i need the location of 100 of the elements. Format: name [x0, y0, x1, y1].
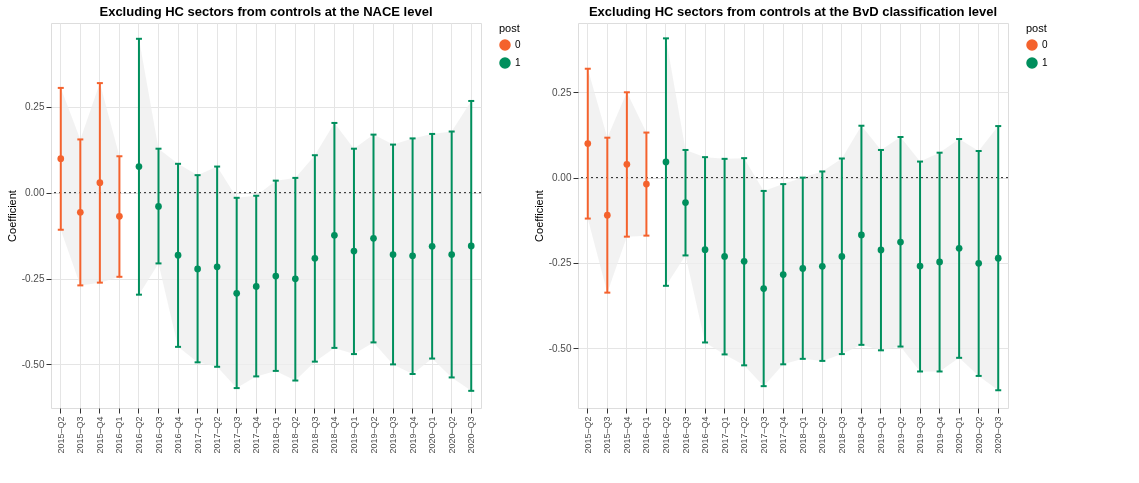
point	[701, 246, 709, 253]
point	[409, 252, 416, 260]
x-tick-label: 2020–Q1	[954, 416, 965, 454]
x-tick-label: 2018–Q3	[836, 416, 847, 454]
x-tick-label: 2019–Q2	[895, 416, 906, 454]
y-tick-label: 0.25	[552, 86, 572, 98]
x-tick-label: 2017–Q3	[231, 416, 242, 454]
y-tick-label: -0.50	[548, 342, 572, 354]
x-tick-label: 2020–Q3	[993, 416, 1004, 454]
point	[858, 231, 865, 239]
point	[760, 285, 768, 292]
point	[721, 253, 728, 260]
point	[311, 254, 319, 262]
x-tick-label: 2017–Q1	[192, 416, 203, 454]
x-tick-label: 2015–Q4	[621, 416, 632, 454]
x-tick-label: 2016–Q1	[114, 416, 125, 454]
x-tick-label: 2015–Q2	[55, 416, 66, 454]
point	[467, 242, 475, 250]
x-tick-label: 2018–Q4	[856, 416, 867, 454]
point	[994, 254, 1002, 262]
y-axis-title: Coefficient	[532, 190, 545, 242]
point	[603, 211, 611, 219]
x-tick-label: 2019–Q1	[875, 416, 886, 454]
x-tick-label: 2015–Q4	[94, 416, 105, 454]
x-tick-label: 2019–Q4	[934, 416, 945, 454]
point	[370, 234, 377, 242]
y-axis-title: Coefficient	[5, 190, 18, 242]
y-tick-label: -0.50	[21, 358, 45, 370]
x-tick-label: 2017–Q4	[251, 416, 262, 454]
x-tick-label: 2018–Q4	[329, 416, 340, 454]
legend-label: 0	[1042, 39, 1048, 50]
legend-label: 0	[515, 39, 521, 50]
point	[272, 272, 280, 280]
point	[135, 163, 143, 170]
point	[57, 155, 65, 163]
x-tick-label: 2016–Q2	[660, 416, 671, 454]
y-tick-label: 0.00	[552, 172, 572, 184]
point	[877, 246, 885, 254]
point	[213, 263, 221, 271]
x-tick-label: 2019–Q2	[368, 416, 379, 454]
x-tick-label: 2019–Q1	[348, 416, 359, 454]
x-tick-label: 2017–Q2	[739, 416, 750, 454]
x-tick-label: 2018–Q3	[309, 416, 320, 454]
point	[623, 160, 631, 168]
point	[916, 262, 924, 270]
x-tick-label: 2015–Q3	[75, 416, 86, 454]
y-tick-label: -0.25	[548, 257, 572, 269]
chart-title: Excluding HC sectors from controls at the BvD classification level	[588, 4, 998, 19]
x-tick-label: 2020–Q1	[427, 416, 438, 454]
x-tick-label: 2019–Q4	[407, 416, 418, 454]
x-tick-label: 2016–Q4	[700, 416, 711, 454]
point	[350, 247, 358, 255]
x-tick-label: 2016–Q3	[680, 416, 691, 454]
point	[799, 265, 807, 272]
point	[448, 251, 456, 258]
point	[682, 199, 689, 206]
x-tick-label: 2017–Q4	[778, 416, 789, 454]
point	[740, 257, 748, 265]
x-tick-label: 2017–Q2	[212, 416, 223, 454]
y-tick-label: -0.25	[21, 273, 45, 285]
point	[116, 213, 123, 220]
point	[428, 242, 436, 250]
point	[662, 158, 670, 166]
point	[955, 244, 963, 252]
chart-title: Excluding HC sectors from controls at the NACE level	[99, 4, 433, 19]
point	[331, 231, 338, 239]
x-tick-label: 2015–Q3	[602, 416, 613, 454]
point	[233, 289, 241, 297]
legend-title: post	[1026, 22, 1047, 34]
point	[936, 258, 943, 266]
x-tick-label: 2018–Q2	[817, 416, 828, 454]
point	[389, 251, 397, 258]
x-tick-label: 2016–Q1	[641, 416, 652, 454]
point	[897, 238, 904, 246]
x-tick-label: 2018–Q2	[290, 416, 301, 454]
point	[194, 265, 201, 273]
x-tick-label: 2017–Q1	[719, 416, 730, 454]
point	[643, 180, 650, 188]
x-tick-label: 2020–Q3	[466, 416, 477, 454]
x-tick-label: 2015–Q2	[582, 416, 593, 454]
y-tick-label: 0.00	[25, 187, 45, 199]
point	[584, 140, 592, 147]
x-tick-label: 2019–Q3	[915, 416, 926, 454]
x-tick-label: 2016–Q2	[133, 416, 144, 454]
point	[291, 275, 299, 283]
point	[975, 259, 983, 267]
x-tick-label: 2020–Q2	[446, 416, 457, 454]
x-tick-label: 2016–Q4	[173, 416, 184, 454]
legend-label: 1	[515, 57, 521, 68]
point	[155, 203, 162, 210]
x-tick-label: 2018–Q1	[270, 416, 281, 454]
legend-title: post	[499, 22, 520, 34]
point	[174, 251, 182, 259]
point	[779, 271, 787, 278]
x-tick-label: 2018–Q1	[797, 416, 808, 454]
point	[96, 179, 104, 187]
point	[76, 208, 84, 216]
x-tick-label: 2020–Q2	[973, 416, 984, 454]
y-tick-label: 0.25	[25, 101, 45, 113]
x-tick-label: 2016–Q3	[153, 416, 164, 454]
